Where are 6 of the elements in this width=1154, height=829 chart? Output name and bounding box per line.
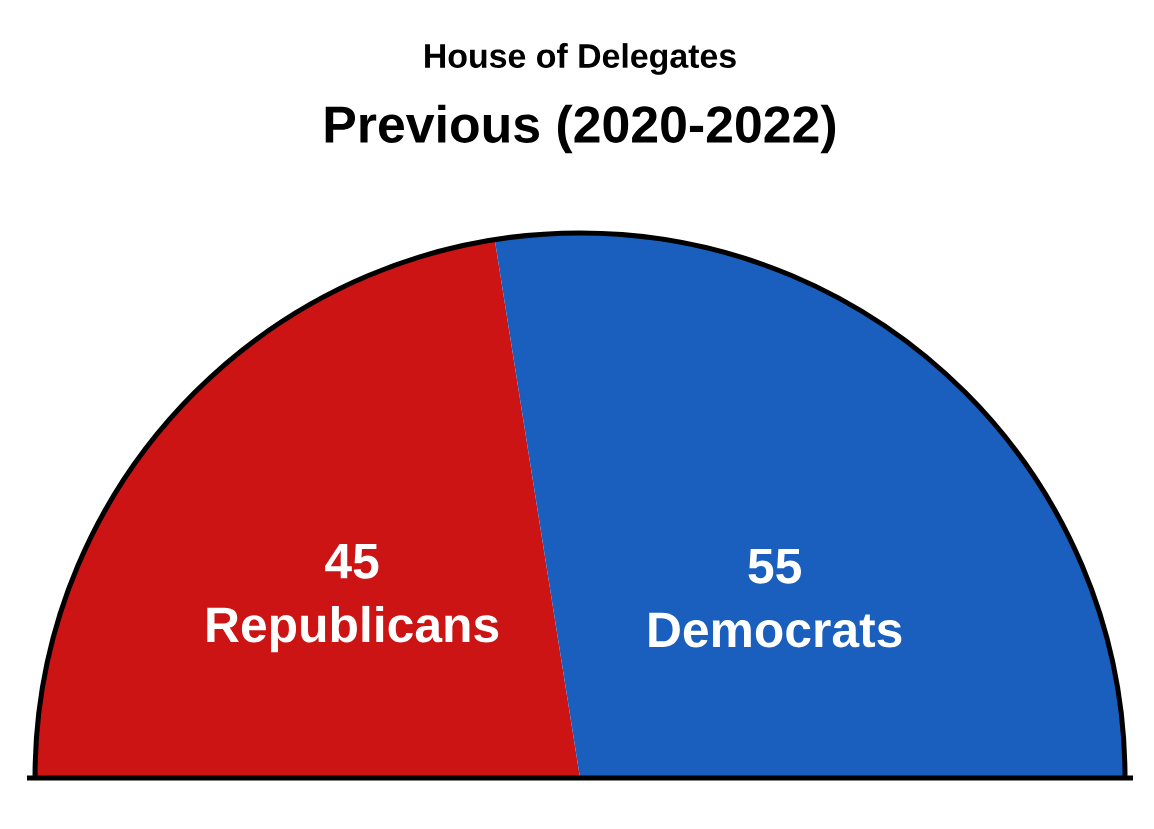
chart-title: House of Delegates xyxy=(425,43,736,75)
slice-label: Republicans xyxy=(207,605,499,653)
chart-subtitle: Previous (2020-2022) xyxy=(325,104,836,154)
data-label: 45 xyxy=(325,543,379,579)
slice-label: Democrats xyxy=(649,612,902,648)
data-label: 55 xyxy=(748,548,801,584)
